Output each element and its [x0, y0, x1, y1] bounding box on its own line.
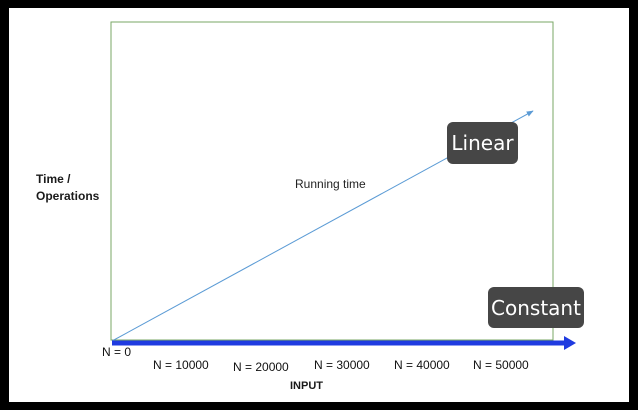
plot-frame — [110, 21, 554, 341]
constant-badge: Constant — [488, 287, 584, 328]
x-tick-label: N = 40000 — [394, 358, 450, 372]
diagram-canvas — [110, 21, 576, 350]
x-tick-label: N = 30000 — [314, 358, 370, 372]
origin-label: N = 0 — [102, 345, 132, 359]
x-axis-label: INPUT — [290, 380, 323, 392]
slide: Time / Operations Running time Linear Co… — [9, 8, 629, 402]
x-tick-label: N = 20000 — [233, 360, 289, 374]
y-axis-label-line-1: Time / — [36, 172, 71, 186]
linear-badge: Linear — [447, 122, 518, 164]
x-tick-label: N = 50000 — [473, 358, 529, 372]
x-tick-label: N = 10000 — [153, 358, 209, 372]
y-axis-label-line-2: Operations — [36, 189, 100, 203]
y-axis-label: Time / Operations — [36, 171, 99, 205]
running-time-label: Running time — [295, 177, 366, 191]
input-axis-arrowhead — [564, 336, 576, 350]
